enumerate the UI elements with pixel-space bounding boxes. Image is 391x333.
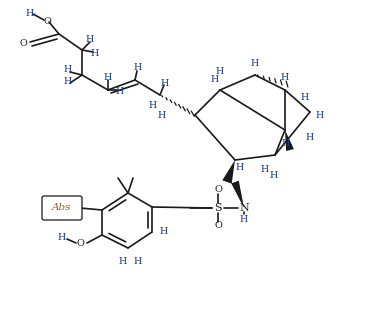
Text: H: H: [282, 139, 290, 148]
Text: H: H: [211, 76, 219, 85]
Text: H: H: [86, 36, 94, 45]
Text: H: H: [281, 74, 289, 83]
Text: H: H: [236, 164, 244, 172]
Text: O: O: [19, 39, 27, 48]
Polygon shape: [231, 181, 244, 208]
Text: H: H: [26, 9, 34, 18]
Text: Abs: Abs: [52, 203, 72, 212]
Text: H: H: [316, 111, 324, 120]
Text: H: H: [301, 94, 309, 103]
Text: O: O: [214, 221, 222, 230]
Text: H: H: [134, 64, 142, 73]
Text: H: H: [64, 66, 72, 75]
Text: N: N: [239, 203, 249, 213]
FancyBboxPatch shape: [42, 196, 82, 220]
Text: H: H: [58, 233, 66, 242]
Text: H: H: [251, 59, 259, 68]
Text: H: H: [306, 134, 314, 143]
Text: H: H: [119, 256, 127, 265]
Text: O: O: [76, 238, 84, 247]
Text: H: H: [91, 50, 99, 59]
Text: H: H: [64, 78, 72, 87]
Text: S: S: [214, 203, 222, 213]
Text: H: H: [270, 170, 278, 179]
Polygon shape: [285, 130, 294, 151]
Text: H: H: [134, 256, 142, 265]
Text: H: H: [160, 227, 168, 236]
Text: H: H: [149, 102, 157, 111]
Text: O: O: [214, 185, 222, 194]
Text: H: H: [116, 88, 124, 97]
Text: O: O: [43, 17, 51, 26]
Polygon shape: [222, 160, 235, 184]
Text: H: H: [158, 111, 166, 120]
Text: H: H: [104, 74, 112, 83]
Text: H: H: [261, 166, 269, 174]
Text: H: H: [216, 68, 224, 77]
Text: H: H: [240, 215, 248, 224]
Text: H: H: [161, 79, 169, 88]
